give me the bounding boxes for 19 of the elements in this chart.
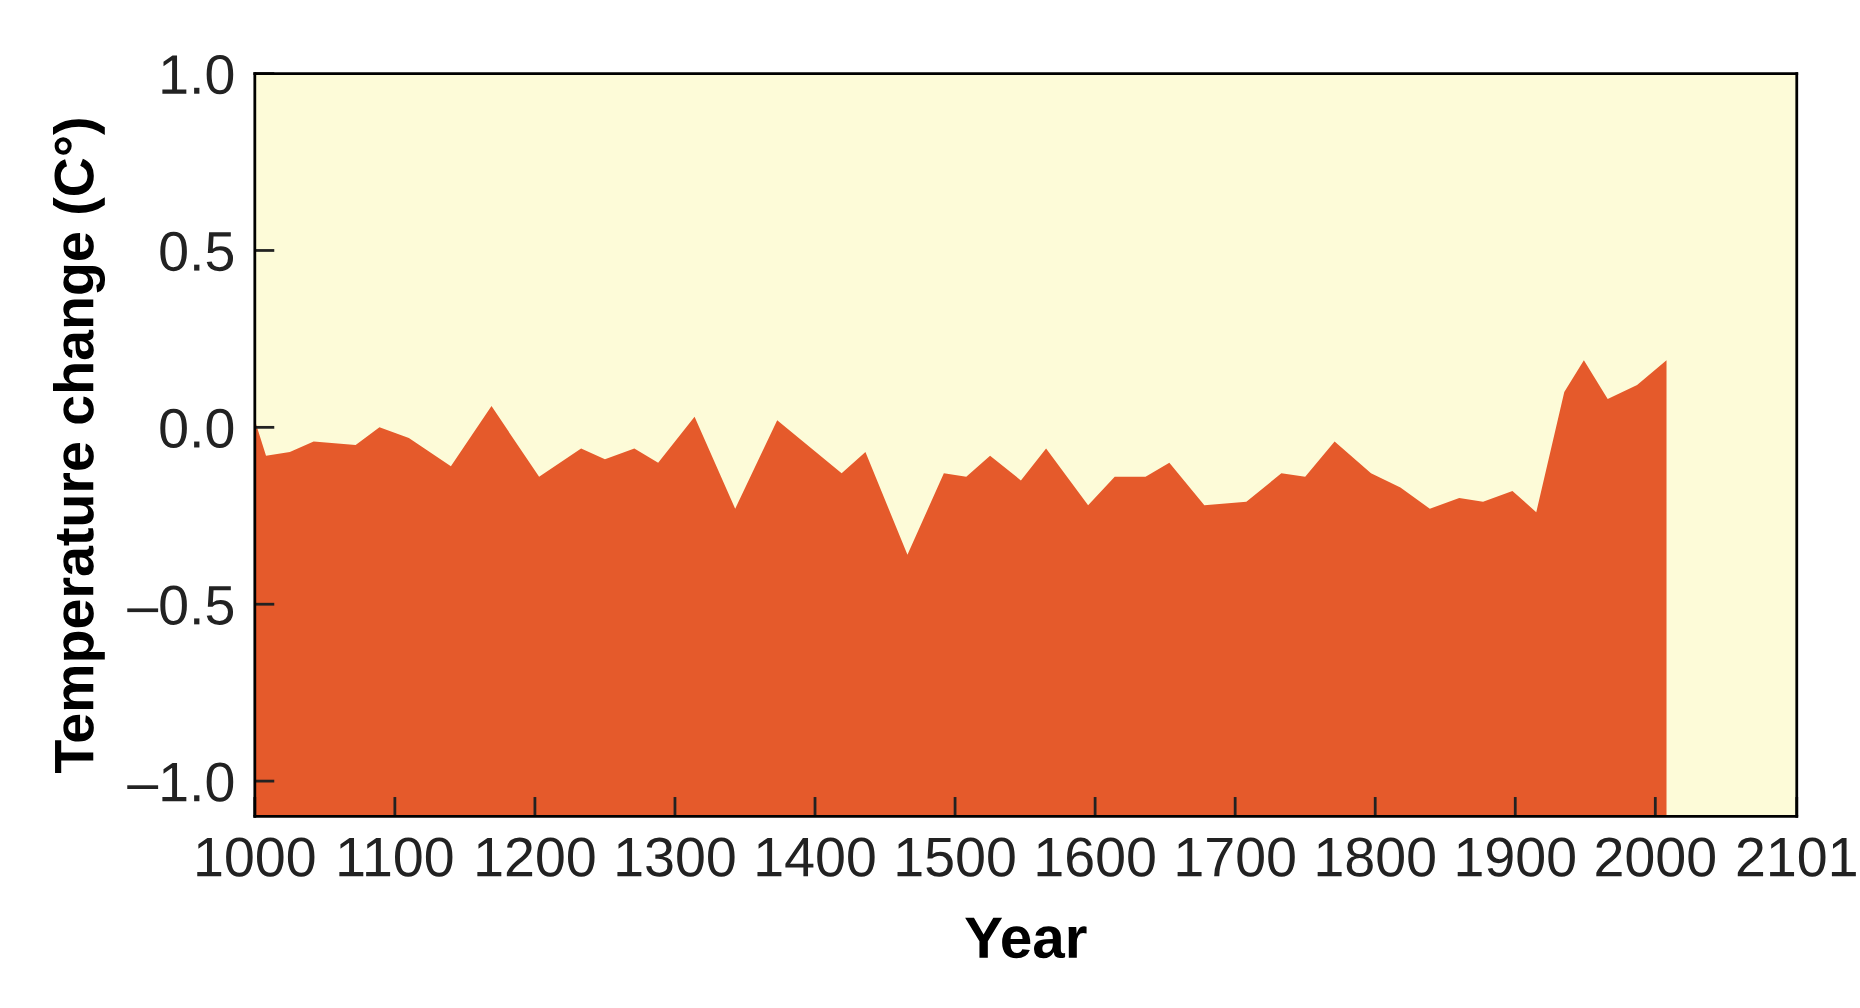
x-tick-label: 1900 [1457, 837, 1575, 877]
x-tick-label: 1000 [197, 837, 315, 877]
y-tick-label: –0.5 [127, 585, 234, 625]
x-tick-label: 1100 [339, 837, 453, 877]
x-tick-label: 1800 [1317, 837, 1435, 877]
x-tick-label: 1600 [1037, 837, 1155, 877]
y-tick-label: –1.0 [127, 762, 234, 802]
x-tick-label: 1300 [617, 837, 735, 877]
x-tick-label: 1400 [757, 837, 875, 877]
y-tick-label: 0.0 [160, 408, 234, 449]
x-axis-title: Year [965, 917, 1087, 959]
x-tick-label: 2101 [1737, 837, 1856, 877]
x-tick-label: 2000 [1596, 837, 1715, 877]
y-tick-label: 1.0 [162, 54, 234, 95]
x-tick-label: 1500 [897, 837, 1015, 877]
x-tick-label: 1200 [477, 837, 595, 877]
y-axis-title: Temperature change (C°) [53, 119, 106, 773]
x-tick-label: 1700 [1177, 837, 1295, 877]
y-tick-label: 0.5 [160, 231, 234, 272]
